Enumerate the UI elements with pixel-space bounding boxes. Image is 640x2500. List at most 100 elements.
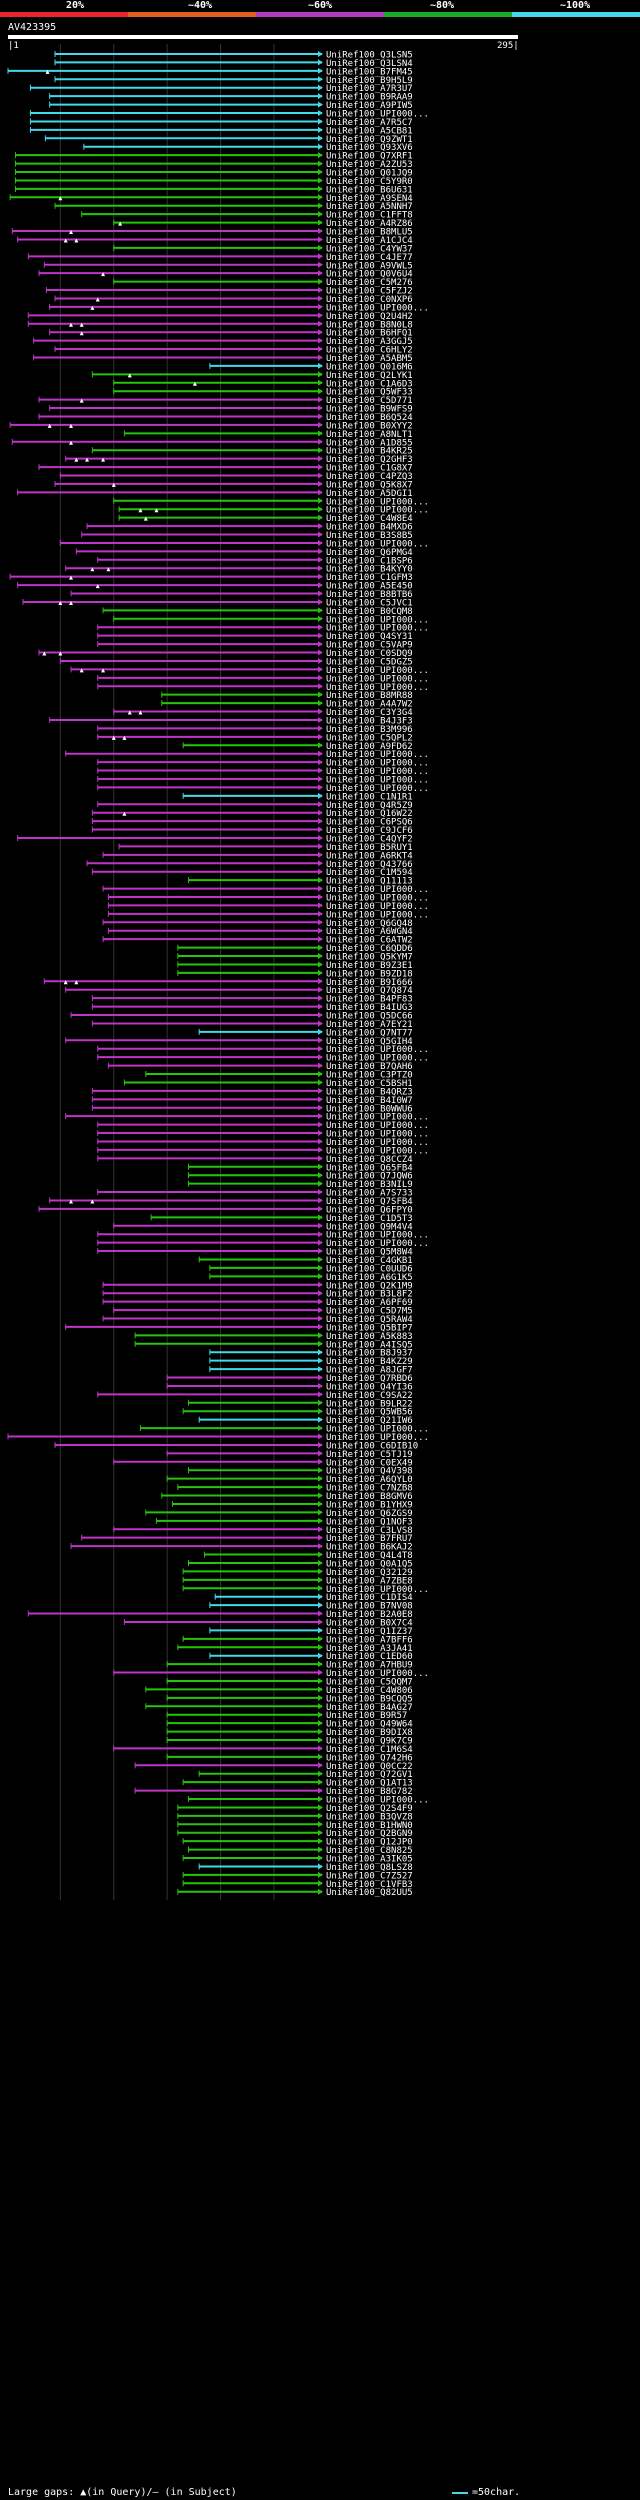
hit-row[interactable]: UniRef100_Q8LSZ8 [198,1863,413,1873]
hit-row[interactable]: UniRef100_UPI000... [97,759,429,769]
hit-row[interactable]: UniRef100_A7HBU9 [166,1661,413,1671]
hit-row[interactable]: UniRef100_Q2S4F9 [177,1804,413,1814]
hit-row[interactable]: UniRef100_A2ZU53 [14,160,413,170]
hit-row[interactable]: UniRef100_Q5DC66 [70,1012,413,1022]
hit-row[interactable]: UniRef100_UPI000... [182,1585,429,1595]
hit-row[interactable]: UniRef100_C1VFB3 [182,1880,413,1890]
hit-row[interactable]: UniRef100_A9VWL5 [43,261,413,271]
hit-row[interactable]: UniRef100_B6U631 [14,185,413,195]
hit-row[interactable]: UniRef100_C6ATW2 [102,936,413,946]
hit-row[interactable]: UniRef100_Q2K1M9 [102,1281,413,1291]
hit-row[interactable]: UniRef100_UPI000... [7,1433,429,1443]
hit-row[interactable]: UniRef100_Q7Q874 [65,986,413,996]
hit-row[interactable]: UniRef100_Q5WB56 [182,1408,413,1418]
hit-row[interactable]: UniRef100_Q4R5Z9 [97,801,413,811]
hit-row[interactable]: UniRef100_Q2LYK1 [91,371,413,381]
hit-row[interactable]: UniRef100_C1G8X7 [38,464,413,474]
hit-row[interactable]: UniRef100_Q3LSN5 [54,51,413,61]
hit-row[interactable]: UniRef100_UPI000... [97,1138,429,1148]
hit-row[interactable]: UniRef100_UPI000... [29,110,429,120]
hit-row[interactable]: UniRef100_C1BSP6 [97,556,413,566]
hit-row[interactable]: UniRef100_C1N1R1 [182,792,413,802]
hit-row[interactable]: UniRef100_Q7SFB4 [49,1197,413,1207]
hit-row[interactable]: UniRef100_Q21IW6 [198,1416,413,1426]
hit-row[interactable]: UniRef100_UPI000... [107,894,429,904]
hit-row[interactable]: UniRef100_B6Q524 [38,413,413,423]
hit-row[interactable]: UniRef100_A3IK05 [182,1855,413,1865]
hit-row[interactable]: UniRef100_B4IUG3 [91,1003,413,1013]
hit-row[interactable]: UniRef100_C4QYF2 [17,834,413,844]
hit-row[interactable]: UniRef100_UPI000... [97,674,429,684]
hit-row[interactable]: UniRef100_Q93XV6 [83,143,413,153]
hit-row[interactable]: UniRef100_C1GFM3 [9,573,413,583]
hit-row[interactable]: UniRef100_B2A0E8 [27,1610,413,1620]
hit-row[interactable]: UniRef100_A7R3U7 [29,84,413,94]
hit-row[interactable]: UniRef100_B9CQQ5 [166,1694,413,1704]
hit-row[interactable]: UniRef100_B4J3F3 [49,716,413,726]
hit-row[interactable]: UniRef100_A4ISQ5 [134,1340,413,1350]
hit-row[interactable]: UniRef100_C5D7M5 [113,1307,413,1317]
hit-row[interactable]: UniRef100_UPI000... [97,1054,429,1064]
hit-row[interactable]: UniRef100_UPI000... [139,1425,429,1435]
hit-row[interactable]: UniRef100_UPI000... [113,615,429,625]
hit-row[interactable]: UniRef100_B7QAH6 [107,1062,413,1072]
hit-row[interactable]: UniRef100_UPI000... [97,775,429,785]
hit-row[interactable]: UniRef100_C3PTZ0 [145,1071,413,1081]
hit-row[interactable]: UniRef100_UPI000... [97,1231,429,1241]
hit-row[interactable]: UniRef100_A5ABM5 [33,354,413,364]
hit-row[interactable]: UniRef100_A1CJC4 [17,236,413,246]
hit-row[interactable]: UniRef100_Q12JP0 [182,1838,413,1848]
hit-row[interactable]: UniRef100_C4JE77 [27,253,413,263]
hit-row[interactable]: UniRef100_C1A6D3 [113,379,413,389]
hit-row[interactable]: UniRef100_B0CQM8 [102,607,413,617]
hit-row[interactable]: UniRef100_C5M276 [113,278,413,288]
hit-row[interactable]: UniRef100_A5DGI1 [17,489,413,499]
hit-row[interactable]: UniRef100_B9DIX8 [166,1728,413,1738]
hit-row[interactable]: UniRef100_A1D855 [11,438,413,448]
hit-row[interactable]: UniRef100_Q9M4V4 [113,1222,413,1232]
hit-row[interactable]: UniRef100_C6PSQ6 [91,818,413,828]
hit-row[interactable]: UniRef100_A8NLT1 [123,430,413,440]
hit-row[interactable]: UniRef100_B4I0W7 [91,1096,413,1106]
hit-row[interactable]: UniRef100_Q11113 [187,877,413,887]
hit-row[interactable]: UniRef100_Q2U4H2 [27,312,413,322]
hit-row[interactable]: UniRef100_B4MXD6 [86,523,413,533]
hit-row[interactable]: UniRef100_Q7XRF1 [14,152,413,162]
hit-row[interactable]: UniRef100_Q6FPY0 [38,1205,413,1215]
hit-row[interactable]: UniRef100_Q5KYM7 [177,953,413,963]
hit-row[interactable]: UniRef100_C8N825 [187,1846,413,1856]
hit-row[interactable]: UniRef100_B9ZD18 [177,969,413,979]
hit-row[interactable]: UniRef100_C0EX49 [113,1458,413,1468]
hit-row[interactable]: UniRef100_UPI000... [97,1121,429,1131]
hit-row[interactable]: UniRef100_C3Y3G4 [113,708,413,718]
hit-row[interactable]: UniRef100_B3S8B5 [81,531,413,541]
hit-row[interactable]: UniRef100_Q2BGN9 [177,1829,413,1839]
hit-row[interactable]: UniRef100_B4PF83 [91,995,413,1005]
hit-row[interactable]: UniRef100_Q5RAW4 [102,1315,413,1325]
hit-row[interactable]: UniRef100_A5CB81 [29,126,413,136]
hit-row[interactable]: UniRef100_C1M594 [91,868,413,878]
hit-row[interactable]: UniRef100_Q0A1Q5 [187,1559,413,1569]
hit-row[interactable]: UniRef100_Q8CCZ4 [97,1155,413,1165]
hit-row[interactable]: UniRef100_B7FRU7 [81,1534,413,1544]
hit-row[interactable]: UniRef100_B0XYY2 [9,421,413,431]
hit-row[interactable]: UniRef100_A7EY21 [91,1020,413,1030]
hit-row[interactable]: UniRef100_C6HLY2 [54,346,413,356]
hit-row[interactable]: UniRef100_Q4V398 [187,1467,413,1477]
hit-row[interactable]: UniRef100_UPI000... [102,885,429,895]
hit-row[interactable]: UniRef100_C1D5T3 [150,1214,413,1224]
hit-row[interactable]: UniRef100_Q1AT13 [182,1779,413,1789]
hit-row[interactable]: UniRef100_Q5M8W4 [97,1248,413,1258]
hit-row[interactable]: UniRef100_UPI000... [97,1130,429,1140]
hit-row[interactable]: UniRef100_C5VAP9 [97,641,413,651]
hit-row[interactable]: UniRef100_Q5K8X7 [54,480,413,490]
hit-row[interactable]: UniRef100_C5D771 [38,396,413,406]
hit-row[interactable]: UniRef100_C6QDD6 [177,944,413,954]
hit-row[interactable]: UniRef100_C0UUD6 [209,1264,413,1274]
hit-row[interactable]: UniRef100_Q1IZ37 [209,1627,413,1637]
hit-row[interactable]: UniRef100_A6WGN4 [107,927,413,937]
hit-row[interactable]: UniRef100_C5QQM7 [166,1677,413,1687]
hit-row[interactable]: UniRef100_A6RKT4 [102,851,413,861]
hit-row[interactable]: UniRef100_B8J937 [209,1349,413,1359]
hit-row[interactable]: UniRef100_A8JGF7 [209,1366,413,1376]
